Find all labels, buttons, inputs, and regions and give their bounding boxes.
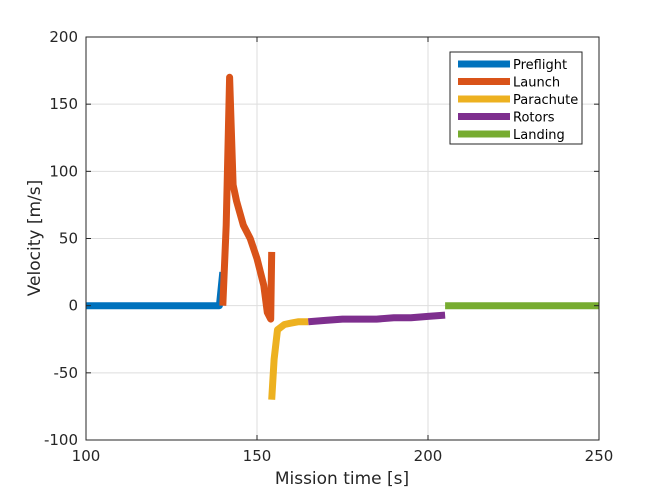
legend-label-rotors: Rotors <box>513 111 555 126</box>
series-line-rotors <box>308 311 446 326</box>
axis-ticks: 100 150 200 250 -100 -50 0 50 100 150 200 <box>44 28 613 465</box>
y-tick-label: 0 <box>68 297 78 315</box>
series-line-parachute <box>268 318 309 400</box>
y-tick-label: 150 <box>49 95 78 113</box>
legend-label-preflight: Preflight <box>513 58 567 73</box>
y-tick-label: -100 <box>44 431 78 449</box>
x-tick-label: 200 <box>414 447 443 465</box>
y-tick-label: 50 <box>59 230 78 248</box>
legend-label-parachute: Parachute <box>513 93 578 108</box>
series-layer <box>86 73 599 400</box>
y-axis-label: Velocity [m/s] <box>25 180 45 297</box>
y-tick-label: 100 <box>49 162 78 180</box>
legend-label-landing: Landing <box>513 128 565 143</box>
series-line-launch <box>219 73 276 323</box>
legend: Preflight Launch Parachute Rotors Landing <box>449 51 583 145</box>
x-tick-label: 100 <box>72 447 101 465</box>
x-tick-label: 150 <box>243 447 272 465</box>
y-tick-label: -50 <box>54 364 79 382</box>
x-tick-label: 250 <box>585 447 614 465</box>
y-tick-label: 200 <box>49 28 78 46</box>
series-line-preflight <box>86 271 227 310</box>
x-axis-label: Mission time [s] <box>275 469 409 489</box>
legend-label-launch: Launch <box>513 76 560 91</box>
